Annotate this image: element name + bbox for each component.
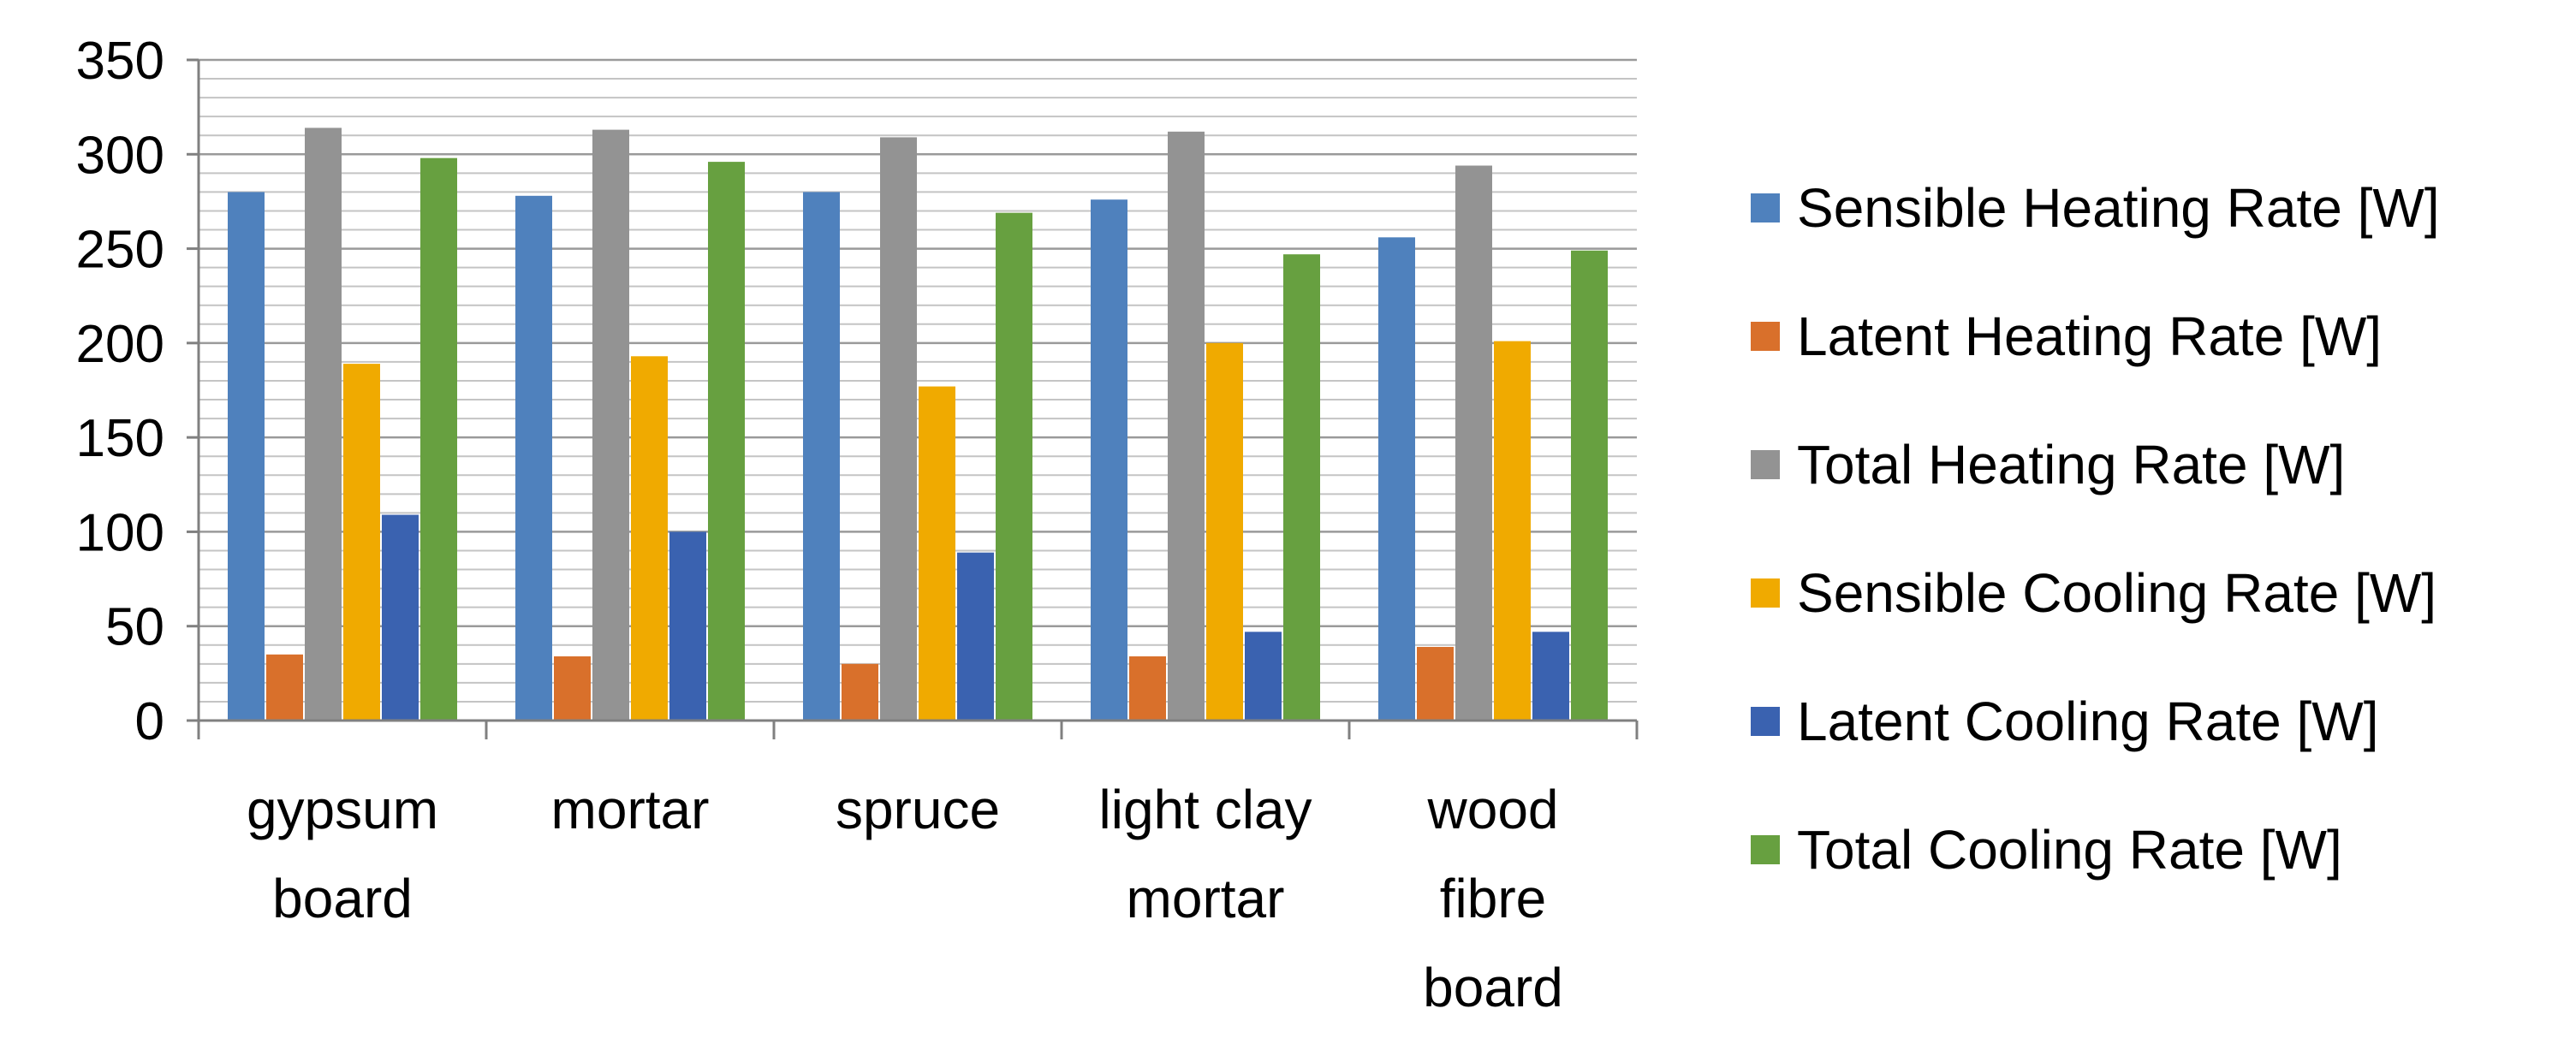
legend-item: Total Heating Rate [W]: [1751, 432, 2564, 497]
bar: [1168, 131, 1205, 721]
bar: [919, 386, 955, 721]
bar: [880, 137, 917, 721]
bar: [515, 195, 552, 721]
bar: [1378, 237, 1415, 721]
bar: [842, 663, 878, 721]
bar: [228, 192, 265, 721]
x-tick-label: spruce: [836, 779, 1000, 840]
bar: [420, 157, 457, 721]
bar: [708, 162, 745, 721]
legend-item: Sensible Heating Rate [W]: [1751, 175, 2564, 240]
bar: [554, 656, 591, 721]
x-tick-label: light clay: [1099, 779, 1312, 840]
x-tick-label: mortar: [551, 779, 710, 840]
y-tick-label: 150: [76, 409, 164, 468]
y-tick-labels: 0 50 100 150 200 250 300 350: [76, 32, 164, 751]
bar: [343, 364, 380, 721]
legend-item: Sensible Cooling Rate [W]: [1751, 561, 2564, 626]
bar: [1129, 656, 1166, 721]
legend-label: Latent Heating Rate [W]: [1797, 306, 2383, 367]
bar: [382, 514, 419, 721]
y-tick-label: 300: [76, 126, 164, 185]
bar: [803, 192, 840, 721]
legend-label: Latent Cooling Rate [W]: [1797, 691, 2379, 752]
bar: [266, 654, 303, 721]
x-tick-label: fibre: [1440, 868, 1547, 929]
legend-swatch: [1751, 578, 1780, 608]
bar: [1417, 646, 1454, 721]
axes: [187, 58, 1639, 739]
x-tick-label: mortar: [1127, 868, 1285, 929]
x-tick-label: board: [272, 868, 413, 929]
bar: [592, 129, 629, 721]
legend-label: Sensible Heating Rate [W]: [1797, 177, 2440, 239]
bar: [305, 128, 342, 721]
legend-label: Sensible Cooling Rate [W]: [1797, 562, 2437, 624]
y-tick-label: 50: [105, 598, 164, 657]
legend-swatch: [1751, 193, 1780, 222]
bar: [996, 212, 1032, 721]
legend-swatch: [1751, 450, 1780, 479]
legend-item: Latent Heating Rate [W]: [1751, 304, 2564, 369]
bar: [1283, 254, 1320, 721]
bar: [1494, 341, 1531, 721]
y-tick-label: 0: [135, 692, 164, 751]
bar: [669, 531, 706, 721]
legend-label: Total Heating Rate [W]: [1797, 434, 2346, 495]
bar: [1245, 632, 1282, 721]
legend-item: Total Cooling Rate [W]: [1751, 817, 2564, 882]
bar: [1532, 632, 1569, 721]
y-tick-label: 100: [76, 503, 164, 562]
legend-swatch: [1751, 322, 1780, 351]
y-tick-label: 250: [76, 221, 164, 280]
legend: Sensible Heating Rate [W] Latent Heating …: [1751, 175, 2564, 946]
y-tick-label: 200: [76, 315, 164, 374]
x-tick-label: board: [1423, 957, 1563, 1018]
bar: [957, 552, 994, 721]
legend-swatch: [1751, 707, 1780, 736]
bar: [1455, 165, 1492, 721]
bars: [228, 128, 1608, 721]
bar: [1206, 342, 1243, 721]
bar: [1571, 250, 1608, 721]
legend-label: Total Cooling Rate [W]: [1797, 819, 2342, 881]
legend-swatch: [1751, 835, 1780, 864]
bar: [631, 356, 668, 721]
legend-item: Latent Cooling Rate [W]: [1751, 689, 2564, 754]
x-tick-label: wood: [1427, 779, 1559, 840]
x-tick-labels: gypsum board mortar spruce light clay mortar w…: [247, 779, 1563, 1018]
y-tick-label: 350: [76, 32, 164, 91]
bar: [1091, 199, 1127, 721]
x-tick-label: gypsum: [247, 779, 438, 840]
